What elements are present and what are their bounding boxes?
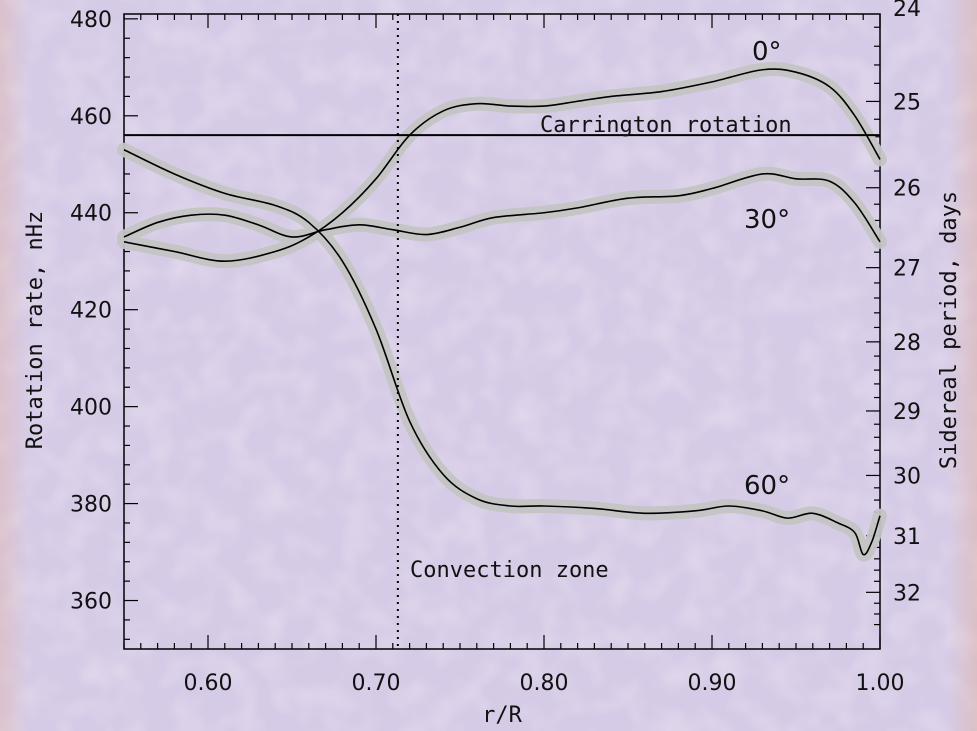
- y-tick-label: 420: [70, 299, 112, 324]
- y-axis-title: Rotation rate, nHz: [23, 211, 48, 449]
- right-tick-label: 25: [893, 90, 921, 115]
- convection-zone-label: Convection zone: [410, 558, 609, 583]
- series-label-30deg: 30°: [744, 205, 790, 235]
- x-tick-labels: 0.60 0.70 0.80 0.90 1.00: [184, 671, 905, 696]
- series-label-0deg: 0°: [752, 37, 782, 67]
- reference-lines: [124, 14, 880, 649]
- series-line-1: [123, 172, 881, 243]
- y-tick-labels: 360 380 400 420 440 460 480: [70, 8, 112, 615]
- series-label-60deg: 60°: [744, 471, 790, 501]
- y-tick-label: 460: [70, 105, 112, 130]
- right-tick-label: 29: [893, 400, 921, 425]
- y-tick-label: 440: [70, 202, 112, 227]
- x-tick-label: 0.60: [184, 671, 233, 696]
- right-tick-label: 24: [893, 0, 921, 22]
- series-line-0: [123, 68, 881, 263]
- x-axis-title: r/R: [482, 703, 522, 728]
- y-tick-label: 380: [70, 493, 112, 518]
- series-lines: [123, 68, 881, 556]
- right-tick-label: 28: [893, 331, 921, 356]
- right-tick-labels: 24 25 26 27 28 29 30 31 32: [893, 0, 921, 606]
- tick-marks: [123, 14, 881, 649]
- x-tick-label: 0.80: [520, 671, 569, 696]
- right-tick-label: 30: [893, 464, 921, 489]
- right-tick-label: 26: [893, 177, 921, 202]
- x-tick-label: 0.70: [352, 671, 401, 696]
- x-tick-label: 1.00: [856, 671, 905, 696]
- right-tick-label: 27: [893, 257, 921, 282]
- carrington-label: Carrington rotation: [540, 113, 792, 138]
- series-line-2: [123, 149, 881, 556]
- y-tick-label: 360: [70, 590, 112, 615]
- right-tick-label: 32: [893, 581, 921, 606]
- plot-frame: [123, 13, 881, 650]
- x-tick-label: 0.90: [688, 671, 737, 696]
- right-tick-label: 31: [893, 525, 921, 550]
- right-axis-title: Sidereal period, days: [937, 191, 962, 469]
- y-tick-label: 400: [70, 396, 112, 421]
- y-tick-label: 480: [70, 8, 112, 33]
